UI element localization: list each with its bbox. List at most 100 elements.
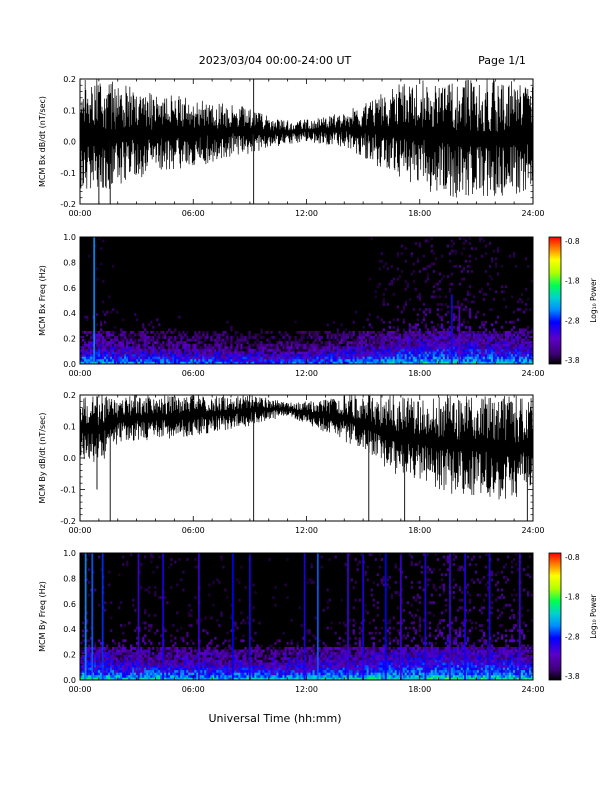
spectrogram-cell bbox=[478, 356, 482, 360]
spectrogram-cell bbox=[426, 272, 430, 276]
spectrogram-cell bbox=[460, 338, 464, 342]
spectrogram-cell bbox=[86, 639, 89, 643]
spectrogram-cell bbox=[492, 336, 496, 339]
spectrogram-cell bbox=[196, 619, 199, 622]
spectrogram-cell bbox=[256, 353, 259, 357]
spectrogram-cell bbox=[162, 330, 165, 334]
spectrogram-cell bbox=[398, 336, 401, 339]
spectrogram-cell bbox=[526, 343, 530, 347]
spectrogram-cell bbox=[194, 649, 197, 653]
spectrogram-cell bbox=[338, 348, 341, 352]
spectrogram-cell bbox=[428, 308, 432, 311]
spectrogram-cell bbox=[382, 356, 385, 360]
spectrogram-cell bbox=[448, 259, 452, 263]
spectrogram-cell bbox=[524, 287, 528, 291]
spectrogram-cell bbox=[466, 320, 470, 324]
spectrogram-cell bbox=[112, 669, 115, 673]
spectrogram-cell bbox=[474, 356, 478, 360]
spectrogram-cell bbox=[236, 353, 239, 357]
spectrogram-cell bbox=[414, 356, 418, 360]
spectrogram-cell bbox=[494, 320, 498, 324]
spectrogram-cell bbox=[292, 348, 295, 352]
spectrogram-cell bbox=[94, 641, 97, 645]
spectrogram-cell bbox=[82, 652, 85, 655]
spectrogram-cell bbox=[400, 356, 404, 360]
spectrogram-cell bbox=[202, 674, 205, 678]
spectrogram-cell bbox=[220, 672, 223, 676]
spectrogram-cell bbox=[330, 353, 333, 357]
spectrogram-cell bbox=[344, 338, 347, 342]
spectrogram-cell bbox=[408, 358, 412, 362]
spectrogram-cell bbox=[128, 351, 131, 355]
spectrogram-cell bbox=[112, 672, 115, 676]
spectrogram-cell bbox=[390, 280, 393, 284]
spectrogram-cell bbox=[110, 356, 113, 360]
spectrogram-cell bbox=[92, 672, 95, 676]
spectrogram-cell bbox=[272, 343, 275, 347]
spectrogram-cell bbox=[304, 677, 307, 680]
spectrogram-cell bbox=[140, 353, 143, 357]
spectrogram-cell bbox=[132, 346, 135, 350]
spectrogram-cell bbox=[120, 601, 123, 605]
spectrogram-cell bbox=[284, 657, 287, 660]
spectrogram-cell bbox=[296, 346, 299, 350]
spectrogram-cell bbox=[198, 358, 201, 362]
spectrogram-cell bbox=[230, 358, 233, 362]
spectrogram-cell bbox=[288, 657, 291, 660]
spectrogram-cell bbox=[416, 333, 420, 337]
spectrogram-cell bbox=[208, 672, 211, 676]
spectrogram-cell bbox=[242, 634, 245, 638]
spectrogram-cell bbox=[176, 343, 179, 347]
spectrogram-cell bbox=[282, 659, 285, 663]
spectrogram-cell bbox=[124, 330, 127, 334]
spectrogram-cell bbox=[406, 341, 410, 344]
spectrogram-cell bbox=[254, 646, 257, 650]
spectrogram-cell bbox=[402, 348, 406, 352]
spectrogram-cell bbox=[366, 348, 369, 352]
spectrogram-cell bbox=[531, 280, 533, 284]
spectrogram-cell bbox=[180, 654, 183, 658]
spectrogram-cell bbox=[226, 649, 229, 653]
y-tick-label: 0.2 bbox=[63, 335, 76, 344]
spectrogram-cell bbox=[514, 338, 518, 342]
spectrogram-cell bbox=[272, 659, 275, 663]
spectrogram-cell bbox=[240, 669, 243, 673]
spectrogram-cell bbox=[288, 348, 291, 352]
spectrogram-cell bbox=[188, 603, 191, 607]
spectrogram-cell bbox=[384, 343, 387, 347]
spectrogram-cell bbox=[132, 361, 135, 364]
spectrogram-cell bbox=[210, 338, 213, 342]
spectrogram-cell bbox=[200, 346, 203, 350]
spectrogram-cell bbox=[176, 646, 179, 650]
spectrogram-cell bbox=[224, 677, 227, 680]
spectrogram-cell bbox=[274, 672, 277, 676]
spectrogram-cell bbox=[420, 353, 424, 357]
spectrogram-cell bbox=[160, 662, 163, 666]
spectrogram-cell bbox=[186, 677, 189, 680]
spectrogram-cell bbox=[396, 254, 399, 258]
y-tick-label: 0.2 bbox=[63, 75, 76, 84]
spectrogram-cell bbox=[300, 333, 303, 337]
spectrogram-cell bbox=[284, 351, 287, 355]
spectrogram-cell bbox=[194, 336, 197, 339]
spectrogram-cell bbox=[388, 282, 391, 286]
spectrogram-cell bbox=[264, 346, 267, 350]
spectrogram-cell bbox=[208, 677, 211, 680]
spectrogram-cell bbox=[178, 652, 181, 655]
spectrogram-cell bbox=[90, 338, 93, 342]
spectrogram-cell bbox=[354, 356, 357, 360]
spectrogram-cell bbox=[494, 338, 498, 342]
spectrogram-cell bbox=[124, 649, 127, 653]
spectrogram-cell bbox=[94, 341, 97, 344]
spectrogram-cell bbox=[124, 346, 127, 350]
spectrogram-cell bbox=[182, 636, 185, 640]
spectrogram-cell bbox=[86, 657, 89, 660]
spectrogram-cell bbox=[466, 356, 470, 360]
spectrogram-cell bbox=[516, 318, 520, 322]
spectrogram-cell bbox=[186, 343, 189, 347]
spectrogram-cell bbox=[200, 659, 203, 663]
spectrogram-cell bbox=[242, 346, 245, 350]
spectrogram-cell bbox=[418, 328, 422, 332]
spectrogram-cell bbox=[128, 353, 131, 357]
spectrogram-cell bbox=[260, 351, 263, 355]
